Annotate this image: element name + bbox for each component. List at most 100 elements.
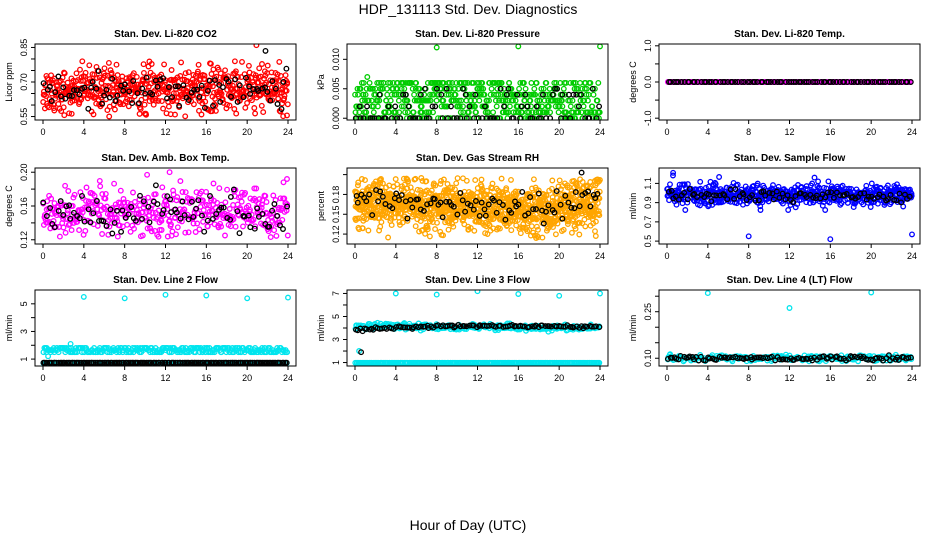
data-point — [410, 115, 417, 120]
data-point — [450, 97, 457, 104]
data-point — [284, 101, 291, 108]
data-point — [379, 180, 386, 187]
data-point — [585, 109, 591, 116]
data-point — [70, 194, 77, 201]
data-point — [94, 222, 101, 229]
data-point — [164, 206, 171, 213]
data-point — [224, 186, 231, 193]
x-tick-label: 8 — [122, 251, 127, 261]
data-point — [427, 200, 434, 207]
data-point — [583, 91, 590, 98]
data-point — [274, 212, 281, 219]
data-point — [668, 187, 675, 194]
data-point — [425, 115, 432, 120]
data-point — [356, 226, 363, 233]
data-point — [274, 101, 281, 107]
data-point — [554, 85, 561, 92]
data-point — [892, 79, 899, 85]
data-point — [773, 188, 780, 195]
x-tick-label: 8 — [122, 373, 127, 383]
data-point — [515, 188, 522, 195]
data-point — [522, 85, 529, 92]
data-point — [595, 208, 602, 215]
data-points — [40, 169, 291, 241]
data-point — [512, 188, 519, 195]
x-tick-label: 8 — [746, 127, 751, 137]
data-point — [129, 100, 136, 107]
data-point — [541, 97, 548, 104]
data-point — [514, 91, 521, 98]
data-point — [493, 209, 500, 216]
data-point — [774, 79, 781, 85]
x-tick-label: 12 — [784, 127, 794, 137]
data-point — [589, 85, 596, 92]
data-point — [552, 85, 559, 92]
data-point — [264, 88, 271, 95]
data-point — [415, 196, 421, 203]
data-point — [140, 69, 147, 76]
data-point — [230, 216, 237, 223]
data-point — [395, 97, 402, 104]
data-point — [108, 220, 115, 227]
data-point — [97, 183, 104, 190]
data-point — [284, 203, 291, 210]
data-point — [589, 103, 596, 110]
data-point — [498, 91, 504, 98]
data-point — [473, 109, 479, 116]
data-point — [362, 97, 368, 104]
data-point — [482, 103, 488, 110]
data-point — [559, 91, 566, 98]
data-point — [160, 75, 167, 82]
data-point — [69, 202, 76, 209]
data-point — [60, 215, 67, 222]
data-point — [798, 79, 805, 85]
data-point — [369, 85, 376, 92]
data-point — [120, 359, 127, 366]
data-point — [199, 212, 205, 219]
data-point — [752, 197, 759, 204]
data-point — [838, 200, 845, 207]
data-point — [675, 79, 682, 85]
data-point — [467, 225, 474, 231]
data-point — [138, 216, 145, 223]
data-point — [99, 100, 106, 107]
data-point — [173, 231, 179, 238]
data-point — [579, 115, 586, 120]
data-point — [376, 97, 383, 104]
data-point — [566, 97, 573, 104]
data-points — [40, 291, 291, 366]
data-point — [462, 79, 469, 86]
data-point — [744, 79, 751, 85]
data-point — [70, 209, 77, 216]
data-point — [556, 103, 563, 110]
data-point — [50, 105, 57, 112]
data-point — [562, 91, 569, 98]
data-point — [463, 192, 470, 199]
data-point — [543, 79, 550, 86]
data-point — [428, 187, 435, 194]
data-point — [476, 212, 483, 219]
data-point — [267, 234, 274, 241]
data-point — [815, 178, 822, 185]
data-point — [131, 225, 137, 232]
data-point — [246, 83, 253, 90]
outlier-point — [515, 44, 522, 50]
data-point — [453, 115, 460, 120]
data-point — [586, 115, 593, 120]
data-point — [248, 211, 255, 218]
data-point — [559, 215, 566, 222]
data-point — [185, 69, 192, 76]
data-point — [830, 79, 837, 85]
data-point — [592, 228, 598, 235]
data-point — [66, 202, 73, 209]
data-point — [278, 106, 285, 112]
x-tick-label: 24 — [907, 251, 917, 261]
data-point — [275, 95, 282, 102]
data-point — [585, 188, 592, 195]
outlier-point — [262, 47, 269, 54]
data-point — [352, 91, 359, 98]
data-point — [551, 209, 558, 216]
chart-panel: Stan. Dev. Amb. Box Temp.degrees C0 4 8 12 1… — [4, 153, 297, 261]
